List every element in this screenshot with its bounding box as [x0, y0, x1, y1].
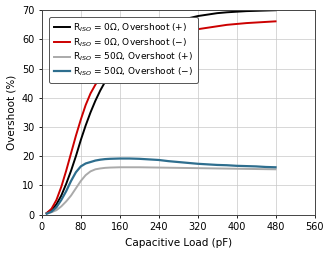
- Legend: R$_{ISO}$ = 0Ω, Overshoot (+), R$_{ISO}$ = 0Ω, Overshoot (−), R$_{ISO}$ = 50Ω, O: R$_{ISO}$ = 0Ω, Overshoot (+), R$_{ISO}$…: [49, 17, 198, 83]
- Y-axis label: Overshoot (%): Overshoot (%): [6, 75, 16, 150]
- X-axis label: Capacitive Load (pF): Capacitive Load (pF): [125, 238, 232, 248]
